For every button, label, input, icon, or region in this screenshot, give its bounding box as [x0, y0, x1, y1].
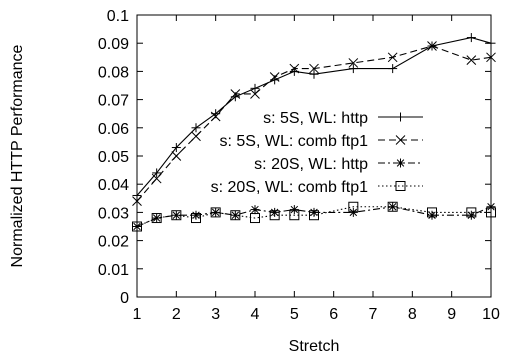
legend-entry-2: s: 5S, WL: comb ftp1 — [220, 133, 423, 150]
data-point-s1 — [466, 33, 476, 43]
data-point-s4 — [289, 210, 300, 221]
data-point-s1 — [348, 64, 358, 74]
y-tick-label: 0.05 — [98, 149, 129, 166]
data-point-s2 — [466, 55, 477, 65]
data-point-s2 — [387, 52, 398, 63]
data-point-s4 — [171, 210, 182, 221]
legend-entry-3: s: 20S, WL: http — [254, 156, 423, 173]
data-point-s1 — [191, 123, 201, 133]
data-point-s3 — [427, 210, 437, 220]
data-point-s4 — [151, 213, 162, 224]
data-point-s4 — [210, 207, 221, 218]
x-tick-label: 4 — [251, 306, 260, 323]
legend-entry-4: s: 20S, WL: comb ftp1 — [211, 179, 423, 196]
data-point-s2 — [309, 63, 319, 74]
legend-marker — [396, 112, 405, 122]
x-tick-label: 9 — [447, 306, 456, 323]
y-tick-label: 0 — [120, 290, 129, 307]
legend: s: 5S, WL: http s: 5S, WL: comb ftp1 s: 20… — [211, 110, 423, 196]
legend-marker — [396, 158, 405, 168]
y-tick-label: 0.04 — [98, 177, 129, 194]
data-point-s2 — [210, 111, 221, 122]
x-tick-label: 10 — [482, 306, 500, 323]
series-line-4 — [136, 206, 491, 228]
y-tick-label: 0.08 — [98, 64, 129, 81]
x-tick-label: 7 — [369, 306, 378, 323]
data-point-s2 — [289, 63, 300, 74]
data-point-s4 — [230, 210, 241, 221]
legend-label: s: 20S, WL: comb ftp1 — [211, 179, 369, 196]
data-point-s2 — [191, 131, 201, 142]
data-point-s2 — [151, 173, 162, 184]
y-tick-label: 0.03 — [98, 205, 129, 222]
x-tick-label: 2 — [172, 306, 181, 323]
y-tick-label: 0.01 — [98, 262, 129, 279]
y-axis-title: Normalized HTTP Performance — [9, 44, 26, 267]
legend-marker — [395, 181, 406, 191]
data-point-s2 — [250, 89, 260, 99]
x-tick-label: 8 — [408, 306, 417, 323]
data-point-s4 — [250, 213, 260, 224]
data-point-s1 — [250, 83, 260, 93]
legend-marker — [395, 135, 406, 145]
x-tick-label: 3 — [211, 306, 220, 323]
y-tick-label: 0.02 — [98, 234, 129, 251]
data-point-s4 — [309, 210, 319, 221]
data-point-s2 — [427, 41, 437, 51]
data-point-s4 — [466, 207, 477, 218]
data-point-s3 — [270, 207, 280, 217]
y-tick-label: 0.1 — [107, 8, 129, 25]
legend-label: s: 5S, WL: comb ftp1 — [220, 133, 369, 150]
x-tick-label: 5 — [290, 306, 299, 323]
y-tick-label: 0.09 — [98, 36, 129, 53]
data-point-s1 — [388, 64, 398, 74]
data-point-s4 — [269, 210, 280, 221]
data-point-s4 — [348, 201, 359, 212]
data-point-s1 — [152, 168, 162, 178]
data-point-s3 — [348, 207, 358, 217]
data-point-s3 — [466, 210, 476, 220]
data-point-s3 — [250, 205, 260, 215]
data-point-s2 — [171, 151, 182, 161]
x-tick-label: 6 — [329, 306, 338, 323]
data-point-s2 — [348, 58, 359, 68]
x-tick-label: 1 — [133, 306, 142, 323]
data-point-s4 — [387, 201, 398, 212]
data-point-s1 — [171, 143, 181, 153]
legend-label: s: 5S, WL: http — [263, 110, 368, 127]
legend-label: s: 20S, WL: http — [254, 156, 368, 173]
data-point-s1 — [309, 69, 319, 79]
data-point-s3 — [289, 205, 299, 215]
y-tick-label: 0.06 — [98, 121, 129, 138]
axes-layer: 1 2 3 4 5 6 7 8 9 10 0 0.01 0.02 0.03 0.04 0.05 0.06 0.07… — [98, 8, 500, 323]
data-point-s2 — [269, 72, 280, 82]
x-axis-title: Stretch — [289, 338, 340, 355]
data-point-s2 — [230, 89, 241, 99]
data-point-s4 — [191, 213, 201, 224]
legend-entry-1: s: 5S, WL: http — [263, 110, 423, 127]
y-tick-label: 0.07 — [98, 93, 129, 110]
data-point-s4 — [427, 207, 437, 218]
